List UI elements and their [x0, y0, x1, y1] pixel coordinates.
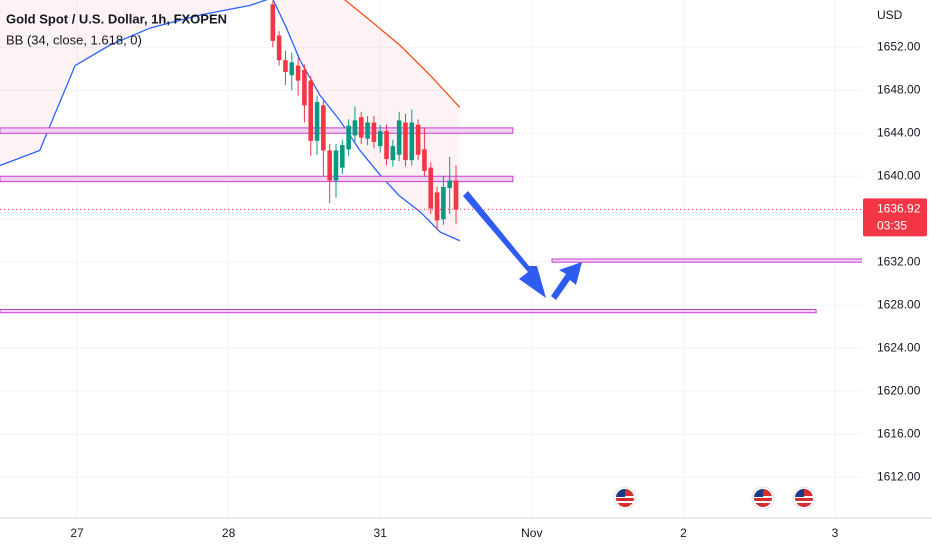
- y-tick-label: 1632.00: [877, 254, 921, 268]
- candle-body: [390, 146, 396, 161]
- grid: [0, 0, 862, 518]
- candle-body: [302, 69, 307, 106]
- y-tick-label: 1644.00: [877, 125, 921, 139]
- candle-body: [428, 167, 434, 209]
- last-price-label: 1636.92: [877, 202, 921, 216]
- x-tick-label: 28: [222, 526, 236, 540]
- candle-body: [358, 117, 364, 138]
- last-price-box: [863, 198, 927, 237]
- candle-body: [295, 65, 301, 81]
- arrow-up: [551, 262, 582, 300]
- candle-body: [352, 120, 358, 136]
- chart-title: Gold Spot / U.S. Dollar, 1h, FXOPEN: [6, 11, 227, 26]
- y-tick-label: 1648.00: [877, 82, 921, 96]
- y-tick-label: 1612.00: [877, 469, 921, 483]
- lower-band: [0, 0, 461, 242]
- plot-area: [0, 0, 862, 314]
- x-tick-label: 31: [374, 526, 388, 540]
- zone: [0, 175, 514, 183]
- candle-body: [333, 150, 339, 181]
- candle-body: [270, 4, 276, 41]
- countdown-label: 03:35: [877, 219, 907, 233]
- candle-body: [409, 122, 415, 161]
- zone: [0, 309, 817, 314]
- currency-label: USD: [877, 8, 903, 22]
- candle-body: [340, 145, 345, 168]
- candle-body: [346, 125, 351, 150]
- zone: [551, 258, 862, 263]
- y-tick-label: 1620.00: [877, 383, 921, 397]
- candle-body: [441, 186, 446, 220]
- candle-body: [308, 80, 314, 141]
- x-tick-label: 2: [680, 526, 687, 540]
- upper-band: [344, 0, 461, 108]
- candle-body: [434, 192, 440, 221]
- x-tick-label: Nov: [521, 526, 542, 540]
- y-tick-label: 1628.00: [877, 297, 921, 311]
- candle-body: [422, 149, 427, 171]
- y-tick-label: 1652.00: [877, 39, 921, 53]
- arrow-down: [463, 191, 546, 298]
- candle-body: [327, 150, 332, 181]
- candle-body: [283, 60, 288, 73]
- candle-body: [314, 102, 320, 141]
- candle-body: [403, 122, 408, 161]
- band-fill: [0, 0, 460, 241]
- x-tick-label: 3: [832, 526, 839, 540]
- event-flags: [613, 486, 816, 510]
- candle-body: [371, 122, 377, 142]
- axes: 1612.00 1616.00 1620.00 1624.00 1628.00 1632.…: [70, 39, 927, 540]
- zone: [0, 127, 514, 134]
- candle-body: [289, 62, 295, 76]
- candle-body: [321, 105, 326, 151]
- candle-body: [276, 35, 282, 61]
- y-tick-label: 1624.00: [877, 340, 921, 354]
- indicator-label: BB (34, close, 1.618, 0): [6, 32, 142, 47]
- candle-body: [365, 122, 370, 139]
- candle-body: [396, 120, 402, 155]
- candle-body: [377, 131, 383, 147]
- candle-body: [453, 180, 459, 210]
- candle-body: [447, 180, 452, 189]
- y-tick-label: 1640.00: [877, 168, 921, 182]
- candle-body: [415, 124, 421, 155]
- candle-body: [384, 131, 389, 160]
- y-tick-label: 1616.00: [877, 426, 921, 440]
- x-tick-label: 27: [70, 526, 84, 540]
